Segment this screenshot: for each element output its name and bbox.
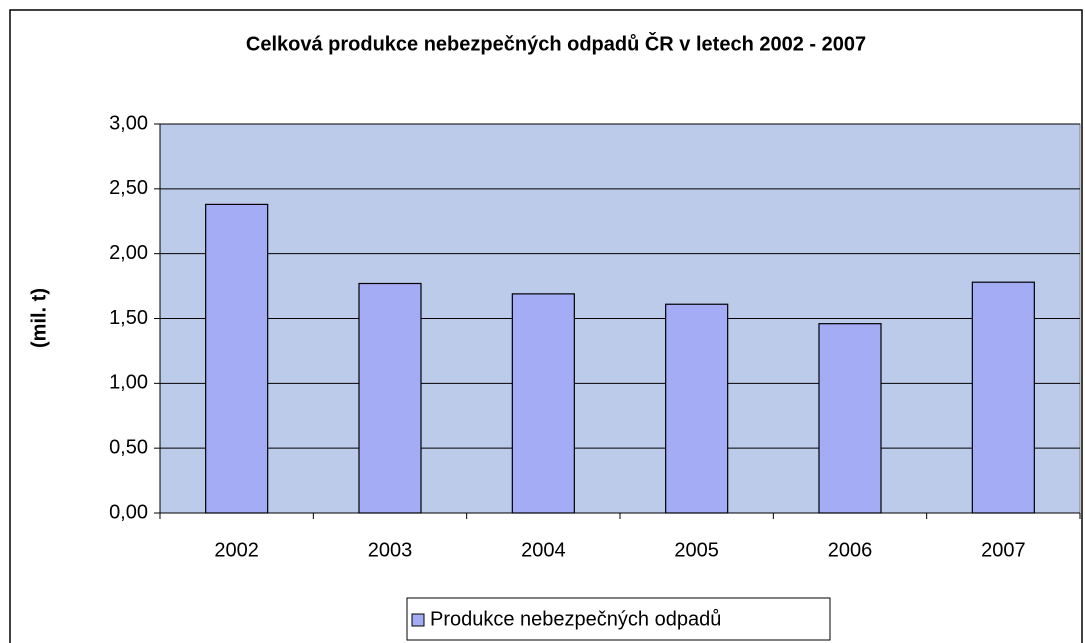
chart-title: Celková produkce nebezpečných odpadů ČR … (246, 31, 866, 55)
y-axis-label: (mil. t) (28, 288, 50, 348)
x-tick-label: 2002 (214, 539, 259, 561)
legend-box (406, 597, 831, 641)
y-tick-label: 2,50 (109, 177, 148, 199)
bar (358, 282, 422, 514)
y-tick-label: 1,50 (109, 307, 148, 329)
y-tick-label: 0,00 (109, 501, 148, 523)
y-tick-label: 0,50 (109, 436, 148, 458)
bar (818, 323, 882, 514)
bar (971, 281, 1035, 514)
x-tick-label: 2006 (828, 539, 873, 561)
x-tick-label: 2005 (674, 539, 719, 561)
x-tick-label: 2007 (981, 539, 1026, 561)
y-tick-label: 1,00 (109, 372, 148, 394)
x-tick-label: 2004 (521, 539, 566, 561)
y-tick-label: 2,00 (109, 242, 148, 264)
bar (511, 293, 575, 514)
bar (205, 203, 269, 514)
legend-label: Produkce nebezpečných odpadů (430, 608, 721, 630)
legend-swatch (411, 613, 425, 627)
x-tick-label: 2003 (368, 539, 413, 561)
y-tick-label: 3,00 (109, 112, 148, 134)
bar (665, 303, 729, 514)
